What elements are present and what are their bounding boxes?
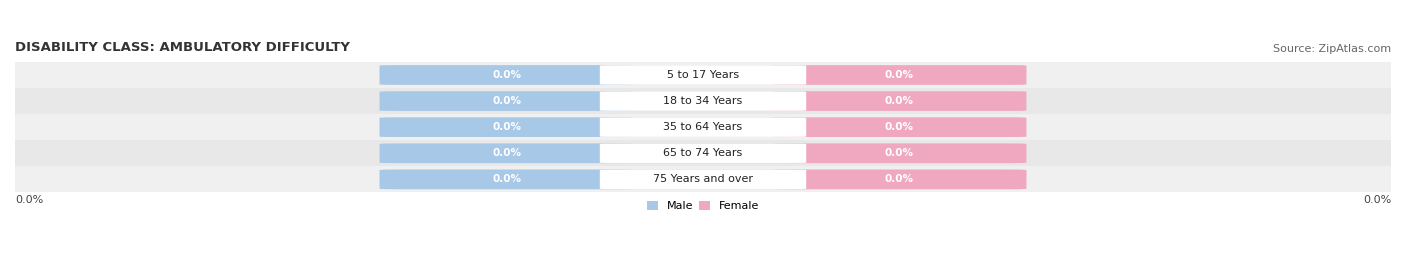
Text: 0.0%: 0.0% <box>884 122 914 132</box>
FancyBboxPatch shape <box>600 118 806 137</box>
FancyBboxPatch shape <box>380 170 1026 189</box>
FancyBboxPatch shape <box>15 88 1391 114</box>
Text: 0.0%: 0.0% <box>884 70 914 80</box>
FancyBboxPatch shape <box>772 91 1026 111</box>
Text: 35 to 64 Years: 35 to 64 Years <box>664 122 742 132</box>
FancyBboxPatch shape <box>380 91 1026 111</box>
FancyBboxPatch shape <box>380 144 1026 163</box>
FancyBboxPatch shape <box>15 166 1391 192</box>
FancyBboxPatch shape <box>380 144 634 163</box>
FancyBboxPatch shape <box>15 140 1391 166</box>
Text: 5 to 17 Years: 5 to 17 Years <box>666 70 740 80</box>
Text: 75 Years and over: 75 Years and over <box>652 174 754 185</box>
FancyBboxPatch shape <box>772 170 1026 189</box>
FancyBboxPatch shape <box>600 170 806 189</box>
Text: Source: ZipAtlas.com: Source: ZipAtlas.com <box>1272 44 1391 54</box>
FancyBboxPatch shape <box>380 170 634 189</box>
Text: 0.0%: 0.0% <box>492 174 522 185</box>
Text: 0.0%: 0.0% <box>884 174 914 185</box>
FancyBboxPatch shape <box>380 65 1026 85</box>
Text: 0.0%: 0.0% <box>884 96 914 106</box>
FancyBboxPatch shape <box>380 91 634 111</box>
FancyBboxPatch shape <box>772 144 1026 163</box>
FancyBboxPatch shape <box>772 65 1026 85</box>
FancyBboxPatch shape <box>772 117 1026 137</box>
Text: 18 to 34 Years: 18 to 34 Years <box>664 96 742 106</box>
FancyBboxPatch shape <box>15 62 1391 88</box>
Text: 0.0%: 0.0% <box>15 194 44 204</box>
Text: DISABILITY CLASS: AMBULATORY DIFFICULTY: DISABILITY CLASS: AMBULATORY DIFFICULTY <box>15 41 350 54</box>
Legend: Male, Female: Male, Female <box>643 196 763 216</box>
Text: 0.0%: 0.0% <box>492 148 522 158</box>
Text: 0.0%: 0.0% <box>492 122 522 132</box>
FancyBboxPatch shape <box>600 91 806 111</box>
Text: 65 to 74 Years: 65 to 74 Years <box>664 148 742 158</box>
FancyBboxPatch shape <box>380 65 634 85</box>
Text: 0.0%: 0.0% <box>1362 194 1391 204</box>
FancyBboxPatch shape <box>600 65 806 85</box>
FancyBboxPatch shape <box>380 117 1026 137</box>
Text: 0.0%: 0.0% <box>884 148 914 158</box>
FancyBboxPatch shape <box>380 117 634 137</box>
FancyBboxPatch shape <box>600 144 806 163</box>
FancyBboxPatch shape <box>15 114 1391 140</box>
Text: 0.0%: 0.0% <box>492 96 522 106</box>
Text: 0.0%: 0.0% <box>492 70 522 80</box>
